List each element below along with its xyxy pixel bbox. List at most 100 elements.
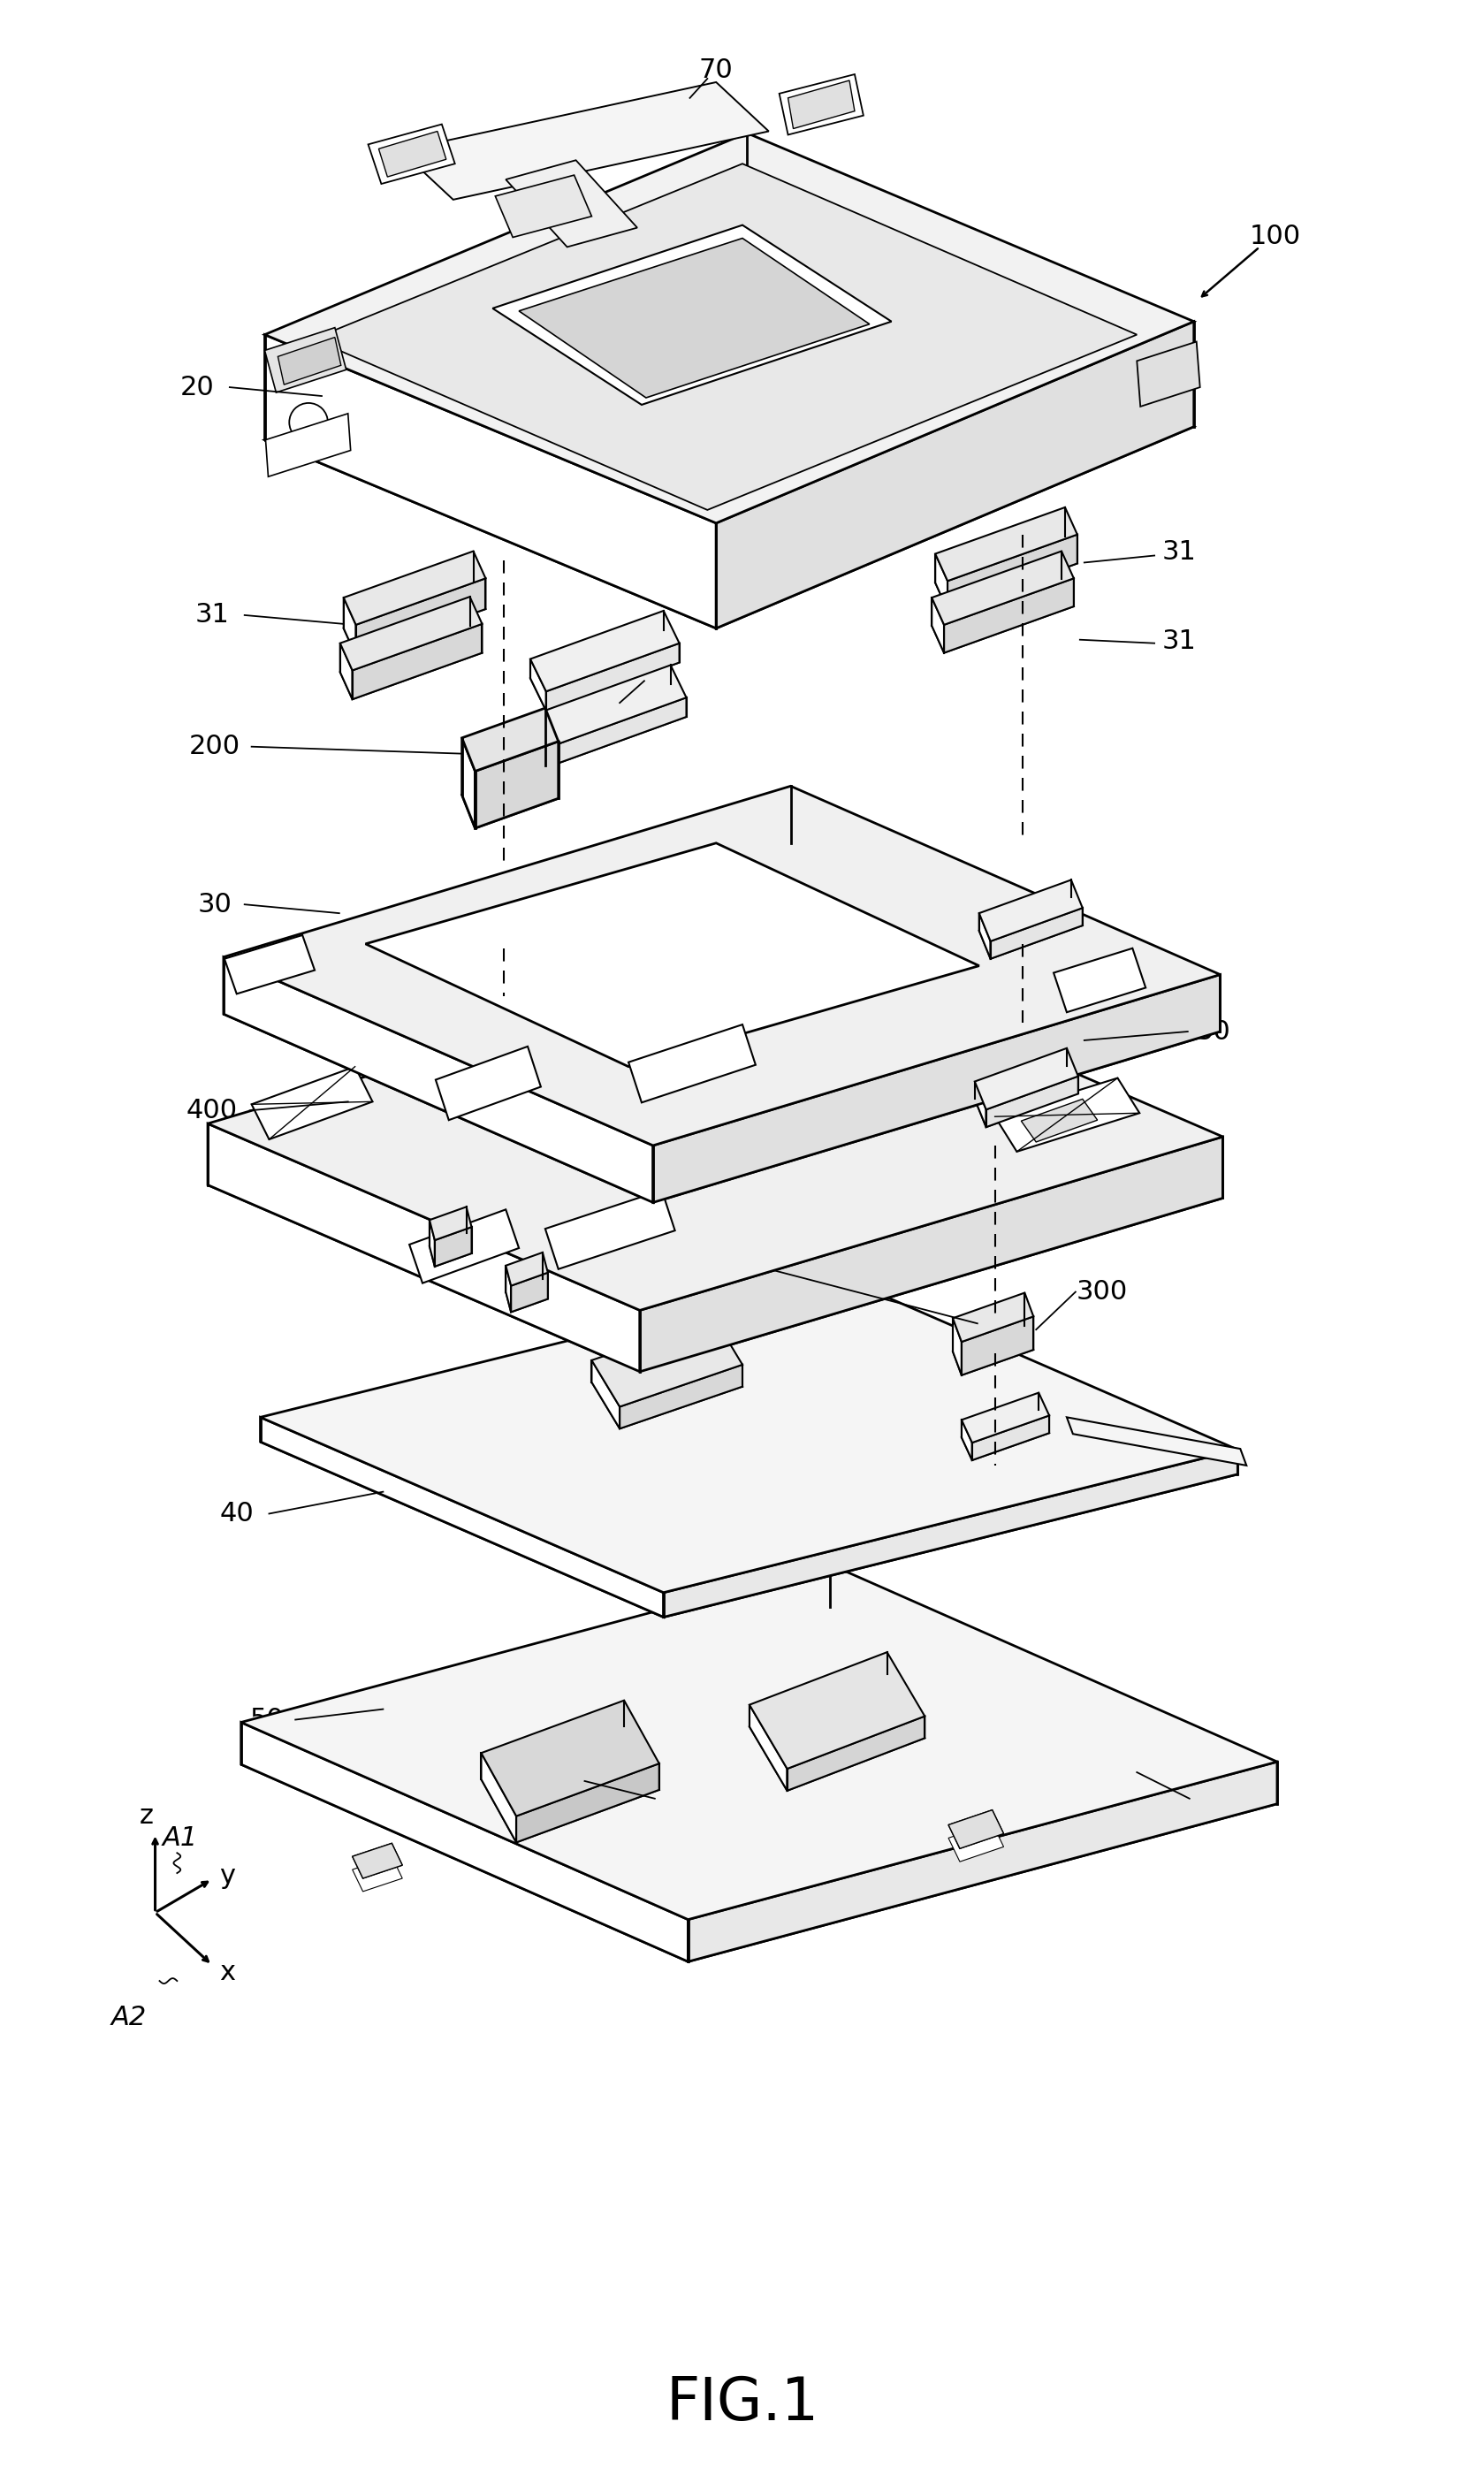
Text: 71: 71 [531,1285,565,1310]
Polygon shape [979,879,1082,941]
Text: 21: 21 [791,500,825,528]
Polygon shape [979,914,990,959]
Polygon shape [264,239,1193,627]
Text: 50: 50 [773,1250,807,1277]
Polygon shape [352,625,482,700]
Polygon shape [953,1292,1033,1342]
Polygon shape [545,1190,675,1270]
Polygon shape [948,535,1077,610]
Polygon shape [592,1360,620,1429]
Polygon shape [344,598,356,655]
Polygon shape [749,1706,787,1790]
Polygon shape [972,1414,1049,1459]
Polygon shape [252,1066,372,1140]
Polygon shape [266,413,350,476]
Text: 20: 20 [180,374,214,401]
Text: 40: 40 [220,1501,254,1526]
Polygon shape [1054,949,1146,1013]
Polygon shape [962,1317,1033,1374]
Text: 21: 21 [794,508,828,533]
Text: 50: 50 [251,1706,285,1733]
Polygon shape [653,974,1220,1203]
Polygon shape [749,1673,925,1790]
Text: 50: 50 [1198,1018,1232,1043]
Polygon shape [640,1138,1223,1372]
Polygon shape [208,1123,640,1372]
Polygon shape [953,1317,962,1374]
Polygon shape [979,896,1082,959]
Polygon shape [401,82,769,199]
Polygon shape [932,550,1074,625]
Polygon shape [496,174,592,237]
Polygon shape [554,697,686,764]
Polygon shape [506,159,637,247]
Polygon shape [264,329,346,393]
Polygon shape [948,1810,1003,1848]
Polygon shape [435,1228,472,1267]
Text: 70: 70 [699,57,733,82]
Polygon shape [788,80,855,129]
Polygon shape [224,956,653,1203]
Polygon shape [240,1606,1278,1962]
Polygon shape [506,1252,548,1285]
Polygon shape [620,1365,742,1429]
Polygon shape [352,1843,402,1877]
Polygon shape [948,1810,1003,1848]
Text: 100: 100 [1250,224,1301,249]
Text: 50: 50 [638,662,672,687]
Polygon shape [935,535,1077,610]
Polygon shape [944,578,1074,652]
Polygon shape [429,1220,435,1267]
Polygon shape [344,550,485,625]
Polygon shape [344,583,485,655]
Polygon shape [537,712,554,764]
Polygon shape [378,132,447,177]
Text: x: x [220,1960,234,1985]
Polygon shape [537,685,686,764]
Polygon shape [530,660,546,710]
Polygon shape [975,1081,987,1128]
Polygon shape [506,1265,510,1312]
Polygon shape [506,1280,548,1312]
Polygon shape [962,1409,1049,1459]
Text: 30: 30 [197,891,232,916]
Polygon shape [990,909,1082,959]
Polygon shape [510,1272,548,1312]
Polygon shape [1137,341,1201,406]
Polygon shape [340,625,482,700]
Polygon shape [429,1208,472,1240]
Polygon shape [481,1753,516,1843]
Polygon shape [340,642,352,700]
Polygon shape [962,1392,1049,1442]
Polygon shape [208,951,1223,1310]
Polygon shape [519,239,870,398]
Polygon shape [592,1317,742,1407]
Text: 400: 400 [187,1098,237,1123]
Text: FIG.1: FIG.1 [666,2375,819,2433]
Text: 500: 500 [1189,1785,1239,1810]
Polygon shape [994,1078,1140,1153]
Polygon shape [717,321,1193,627]
Polygon shape [224,936,315,994]
Polygon shape [368,124,456,184]
Polygon shape [340,598,482,670]
Polygon shape [779,75,864,134]
Polygon shape [352,1843,402,1877]
Polygon shape [352,1858,402,1892]
Polygon shape [962,1419,972,1459]
Polygon shape [935,508,1077,580]
Polygon shape [278,336,341,383]
Polygon shape [932,598,944,652]
Text: 200: 200 [188,735,240,759]
Polygon shape [260,1300,1238,1616]
Polygon shape [975,1048,1079,1111]
Polygon shape [592,1340,742,1429]
Polygon shape [948,1823,1003,1863]
Text: 31: 31 [194,603,230,627]
Polygon shape [260,1417,663,1616]
Text: 60: 60 [651,1798,686,1825]
Text: A1: A1 [162,1825,197,1850]
Polygon shape [436,1046,540,1120]
Polygon shape [410,1210,519,1282]
Polygon shape [475,742,558,829]
